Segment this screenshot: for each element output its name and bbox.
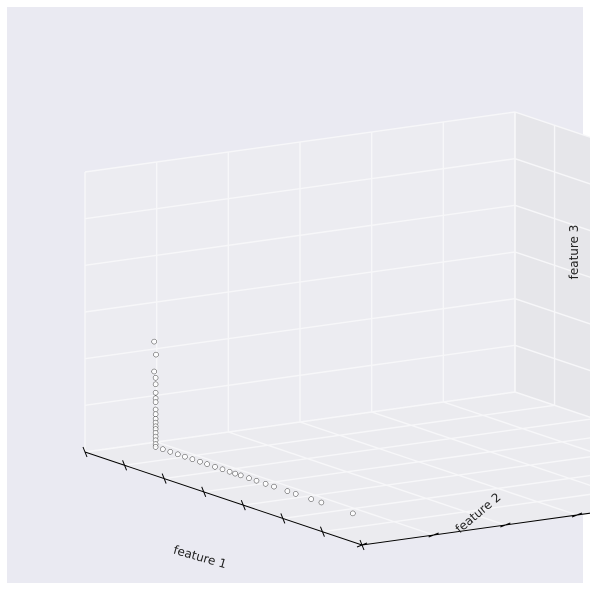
grid-line-z [84, 204, 516, 267]
data-point [226, 468, 233, 475]
data-point [167, 449, 174, 455]
grid-line-z [514, 111, 590, 138]
grid-line-z [514, 298, 590, 325]
x-axis-tick [122, 460, 128, 471]
data-point [232, 470, 238, 477]
data-point [152, 389, 159, 396]
data-point [175, 451, 181, 458]
data-point [152, 375, 159, 381]
grid-line-z [84, 157, 516, 220]
grid-line-y [371, 411, 590, 487]
data-point [152, 399, 159, 405]
y-axis-tick [428, 532, 439, 538]
x-axis-tick [240, 499, 246, 511]
grid-line-y [299, 421, 578, 516]
y-axis-tick [356, 542, 368, 548]
grid-line-z [514, 158, 590, 185]
data-point [284, 488, 291, 494]
grid-line-z [514, 344, 590, 372]
grid-line-z [514, 391, 590, 418]
data-point [318, 499, 325, 506]
data-point [151, 338, 157, 345]
data-point [253, 477, 260, 484]
data-point [350, 510, 356, 517]
data-point [182, 453, 188, 460]
data-point [308, 496, 314, 502]
grid-line-y [228, 431, 506, 526]
data-point [189, 456, 196, 462]
data-point [160, 446, 166, 452]
x-axis-tick [161, 473, 167, 484]
axis-lines [82, 446, 590, 551]
grid-line-y [156, 441, 434, 536]
grid-line-y [443, 401, 590, 452]
data-point [246, 475, 252, 481]
grid-line-z [84, 297, 516, 360]
data-point [153, 351, 159, 358]
grid-line-z [84, 344, 516, 407]
x-axis-tick [319, 526, 325, 537]
data-point [152, 444, 159, 450]
data-point [271, 483, 277, 490]
z-axis-label: feature 3 [567, 225, 581, 280]
x-axis-tick [82, 446, 88, 458]
grid-line-z [514, 204, 590, 232]
data-point [152, 381, 159, 388]
data-point [152, 411, 159, 417]
data-point [212, 464, 218, 470]
y-axis-tick [571, 512, 583, 518]
data-point [152, 406, 159, 413]
grid-line-z [84, 251, 516, 313]
y-axis-tick [500, 522, 511, 528]
grid-line-z [514, 251, 590, 278]
data-points [151, 338, 356, 517]
data-point [237, 472, 244, 479]
x-axis-tick [280, 513, 286, 524]
data-point [262, 481, 269, 487]
x-axis-tick [201, 486, 207, 498]
data-point [204, 461, 210, 467]
x-axis-line [84, 451, 363, 546]
data-point [219, 466, 226, 473]
data-point [197, 458, 203, 465]
data-point [292, 491, 299, 497]
data-point [151, 368, 157, 375]
grid-line-z [84, 111, 516, 173]
